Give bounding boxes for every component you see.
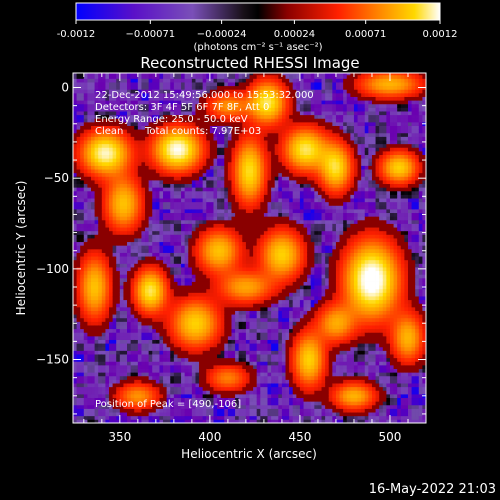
annotation-peak: Position of Peak = [490,-106] bbox=[95, 399, 241, 410]
colorbar-ticks: -0.0012 −0.00071 −0.00024 0.00024 0.00071 0.0… bbox=[57, 20, 458, 40]
y-tick-label: 0 bbox=[61, 81, 69, 95]
y-axis-label: Heliocentric Y (arcsec) bbox=[14, 181, 28, 316]
chart-title: Reconstructed RHESSI Image bbox=[140, 54, 359, 72]
x-tick-label: 400 bbox=[198, 430, 221, 444]
footer-timestamp: 16-May-2022 21:03 bbox=[369, 482, 496, 497]
annotation-time-range: 22-Dec-2012 15:49:56.000 to 15:53:32.000 bbox=[95, 90, 314, 101]
y-tick-label: −100 bbox=[36, 262, 69, 276]
x-tick-label: 500 bbox=[379, 430, 402, 444]
colorbar-tick-label: −0.00024 bbox=[197, 29, 247, 40]
x-axis-label: Heliocentric X (arcsec) bbox=[181, 447, 317, 461]
x-tick-label: 350 bbox=[108, 430, 131, 444]
colorbar-frame bbox=[75, 2, 441, 21]
annotation-counts: Total counts: 7.97E+03 bbox=[144, 126, 261, 137]
colorbar bbox=[76, 3, 440, 20]
colorbar-tick-label: 0.00071 bbox=[345, 29, 386, 40]
x-tick-label: 450 bbox=[288, 430, 311, 444]
annotation-energy: Energy Range: 25.0 - 50.0 keV bbox=[95, 114, 248, 125]
y-tick-label: −150 bbox=[36, 353, 69, 367]
colorbar-units-label: (photons cm⁻² s⁻¹ asec⁻²) bbox=[193, 42, 322, 53]
plot-frame bbox=[72, 72, 427, 424]
annotation-method: Clean bbox=[95, 126, 123, 137]
colorbar-tick-label: 0.0012 bbox=[423, 29, 458, 40]
heatmap-image bbox=[73, 73, 426, 423]
plot-axes: 350 400 450 500 0 −50 −100 −150 bbox=[36, 73, 427, 444]
y-tick-label: −50 bbox=[44, 171, 69, 185]
colorbar-tick-label: -0.0012 bbox=[57, 29, 96, 40]
colorbar-tick-label: −0.00071 bbox=[125, 29, 175, 40]
colorbar-tick-label: 0.00024 bbox=[274, 29, 315, 40]
annotation-detectors: Detectors: 3F 4F 5F 6F 7F 8F, Att 0 bbox=[95, 102, 269, 113]
